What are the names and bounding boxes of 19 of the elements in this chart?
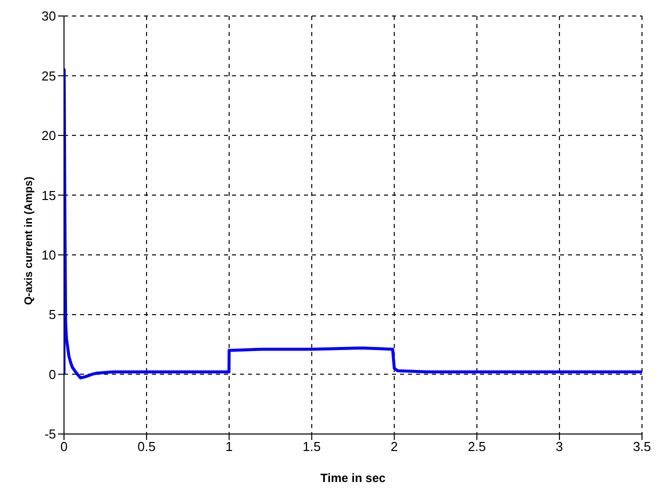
line-series — [64, 68, 642, 380]
y-tick-label: -5 — [44, 426, 56, 442]
x-tick-label: 0 — [60, 439, 68, 454]
y-tick-label: 5 — [48, 307, 56, 322]
y-tick-label: 30 — [42, 8, 56, 24]
x-tick-label: 3 — [556, 439, 564, 454]
y-tick-label: 25 — [42, 68, 56, 84]
x-tick-label: 1.5 — [302, 439, 321, 454]
y-tick-label: 15 — [42, 188, 56, 203]
x-tick-label: 0.5 — [138, 439, 156, 454]
x-axis-title: Time in sec — [320, 471, 386, 485]
y-tick-label: 20 — [42, 128, 56, 144]
x-tick-label: 3.5 — [632, 439, 652, 454]
y-tick-label: 10 — [42, 247, 56, 262]
y-axis-title: Q-axis current in (Amps) — [22, 176, 35, 305]
x-tick-label: 2 — [390, 439, 398, 454]
y-tick-label: 0 — [48, 366, 56, 382]
x-tick-label: 2.5 — [468, 439, 486, 454]
x-tick-label: 1 — [226, 439, 233, 454]
